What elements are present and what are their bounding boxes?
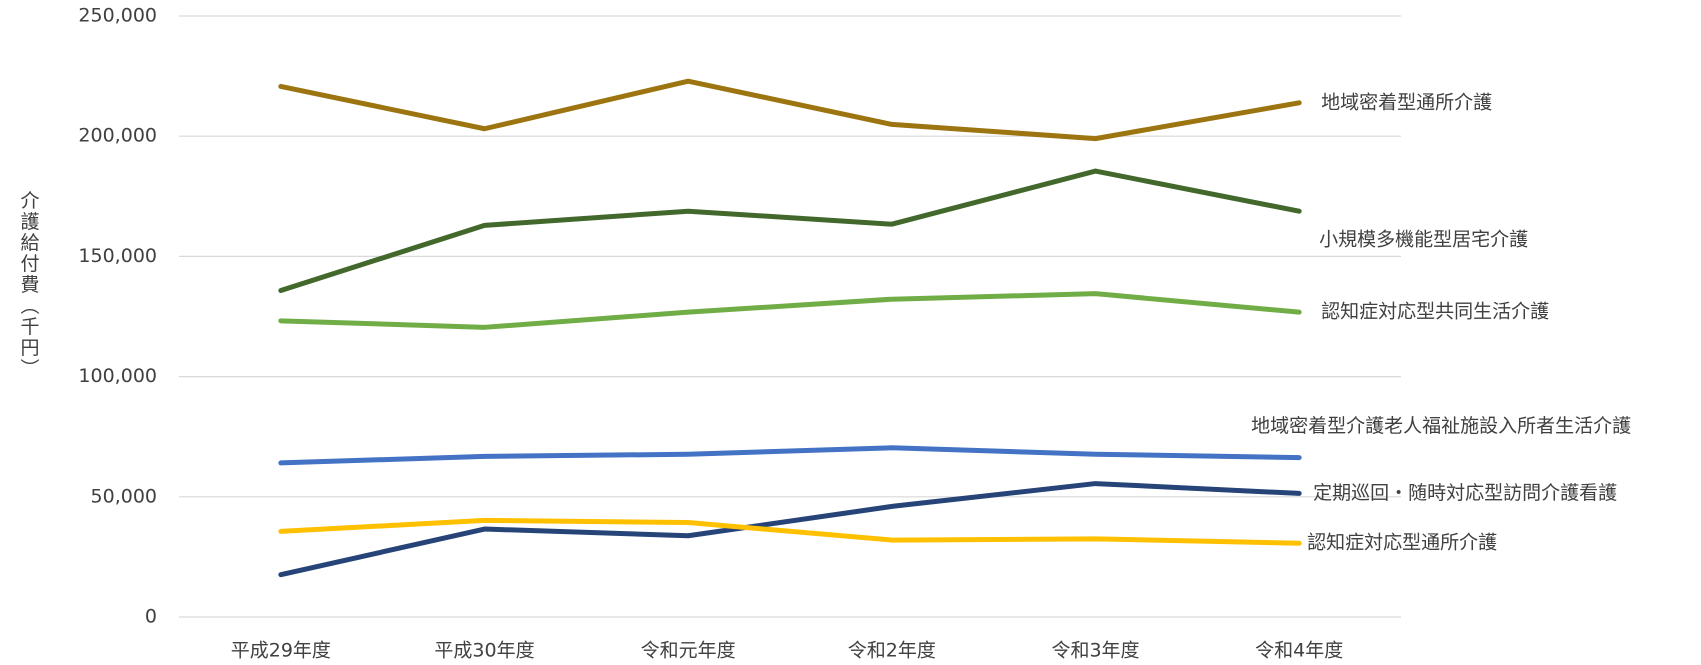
series-label: 地域密着型通所介護 <box>1321 91 1492 113</box>
y-tick-label: 250,000 <box>78 5 157 27</box>
series-line <box>278 168 1302 294</box>
series-line <box>278 517 1302 546</box>
series-label: 認知症対応型共同生活介護 <box>1321 301 1549 323</box>
y-tick-label: 50,000 <box>91 485 157 507</box>
series-label: 定期巡回・随時対応型訪問介護看護 <box>1313 482 1617 504</box>
series-line <box>278 291 1302 330</box>
x-tick-label: 令和4年度 <box>1255 640 1343 662</box>
series-line <box>278 78 1302 142</box>
x-tick-label: 令和2年度 <box>848 640 936 662</box>
series-label: 地域密着型介護老人福祉施設入所者生活介護 <box>1251 415 1631 437</box>
y-tick-label: 0 <box>145 606 157 628</box>
y-axis-title: 介護給付費（千円） <box>18 190 40 379</box>
x-tick-label: 平成29年度 <box>231 640 331 662</box>
series-label: 小規模多機能型居宅介護 <box>1319 229 1528 251</box>
y-tick-label: 150,000 <box>78 245 157 267</box>
x-tick-label: 平成30年度 <box>434 640 534 662</box>
series-line <box>278 445 1302 466</box>
series-label: 認知症対応型通所介護 <box>1307 532 1497 554</box>
y-tick-label: 100,000 <box>78 365 157 387</box>
x-tick-label: 令和元年度 <box>641 640 736 662</box>
y-tick-label: 200,000 <box>78 125 157 147</box>
x-tick-label: 令和3年度 <box>1051 640 1139 662</box>
series-line <box>278 481 1302 578</box>
